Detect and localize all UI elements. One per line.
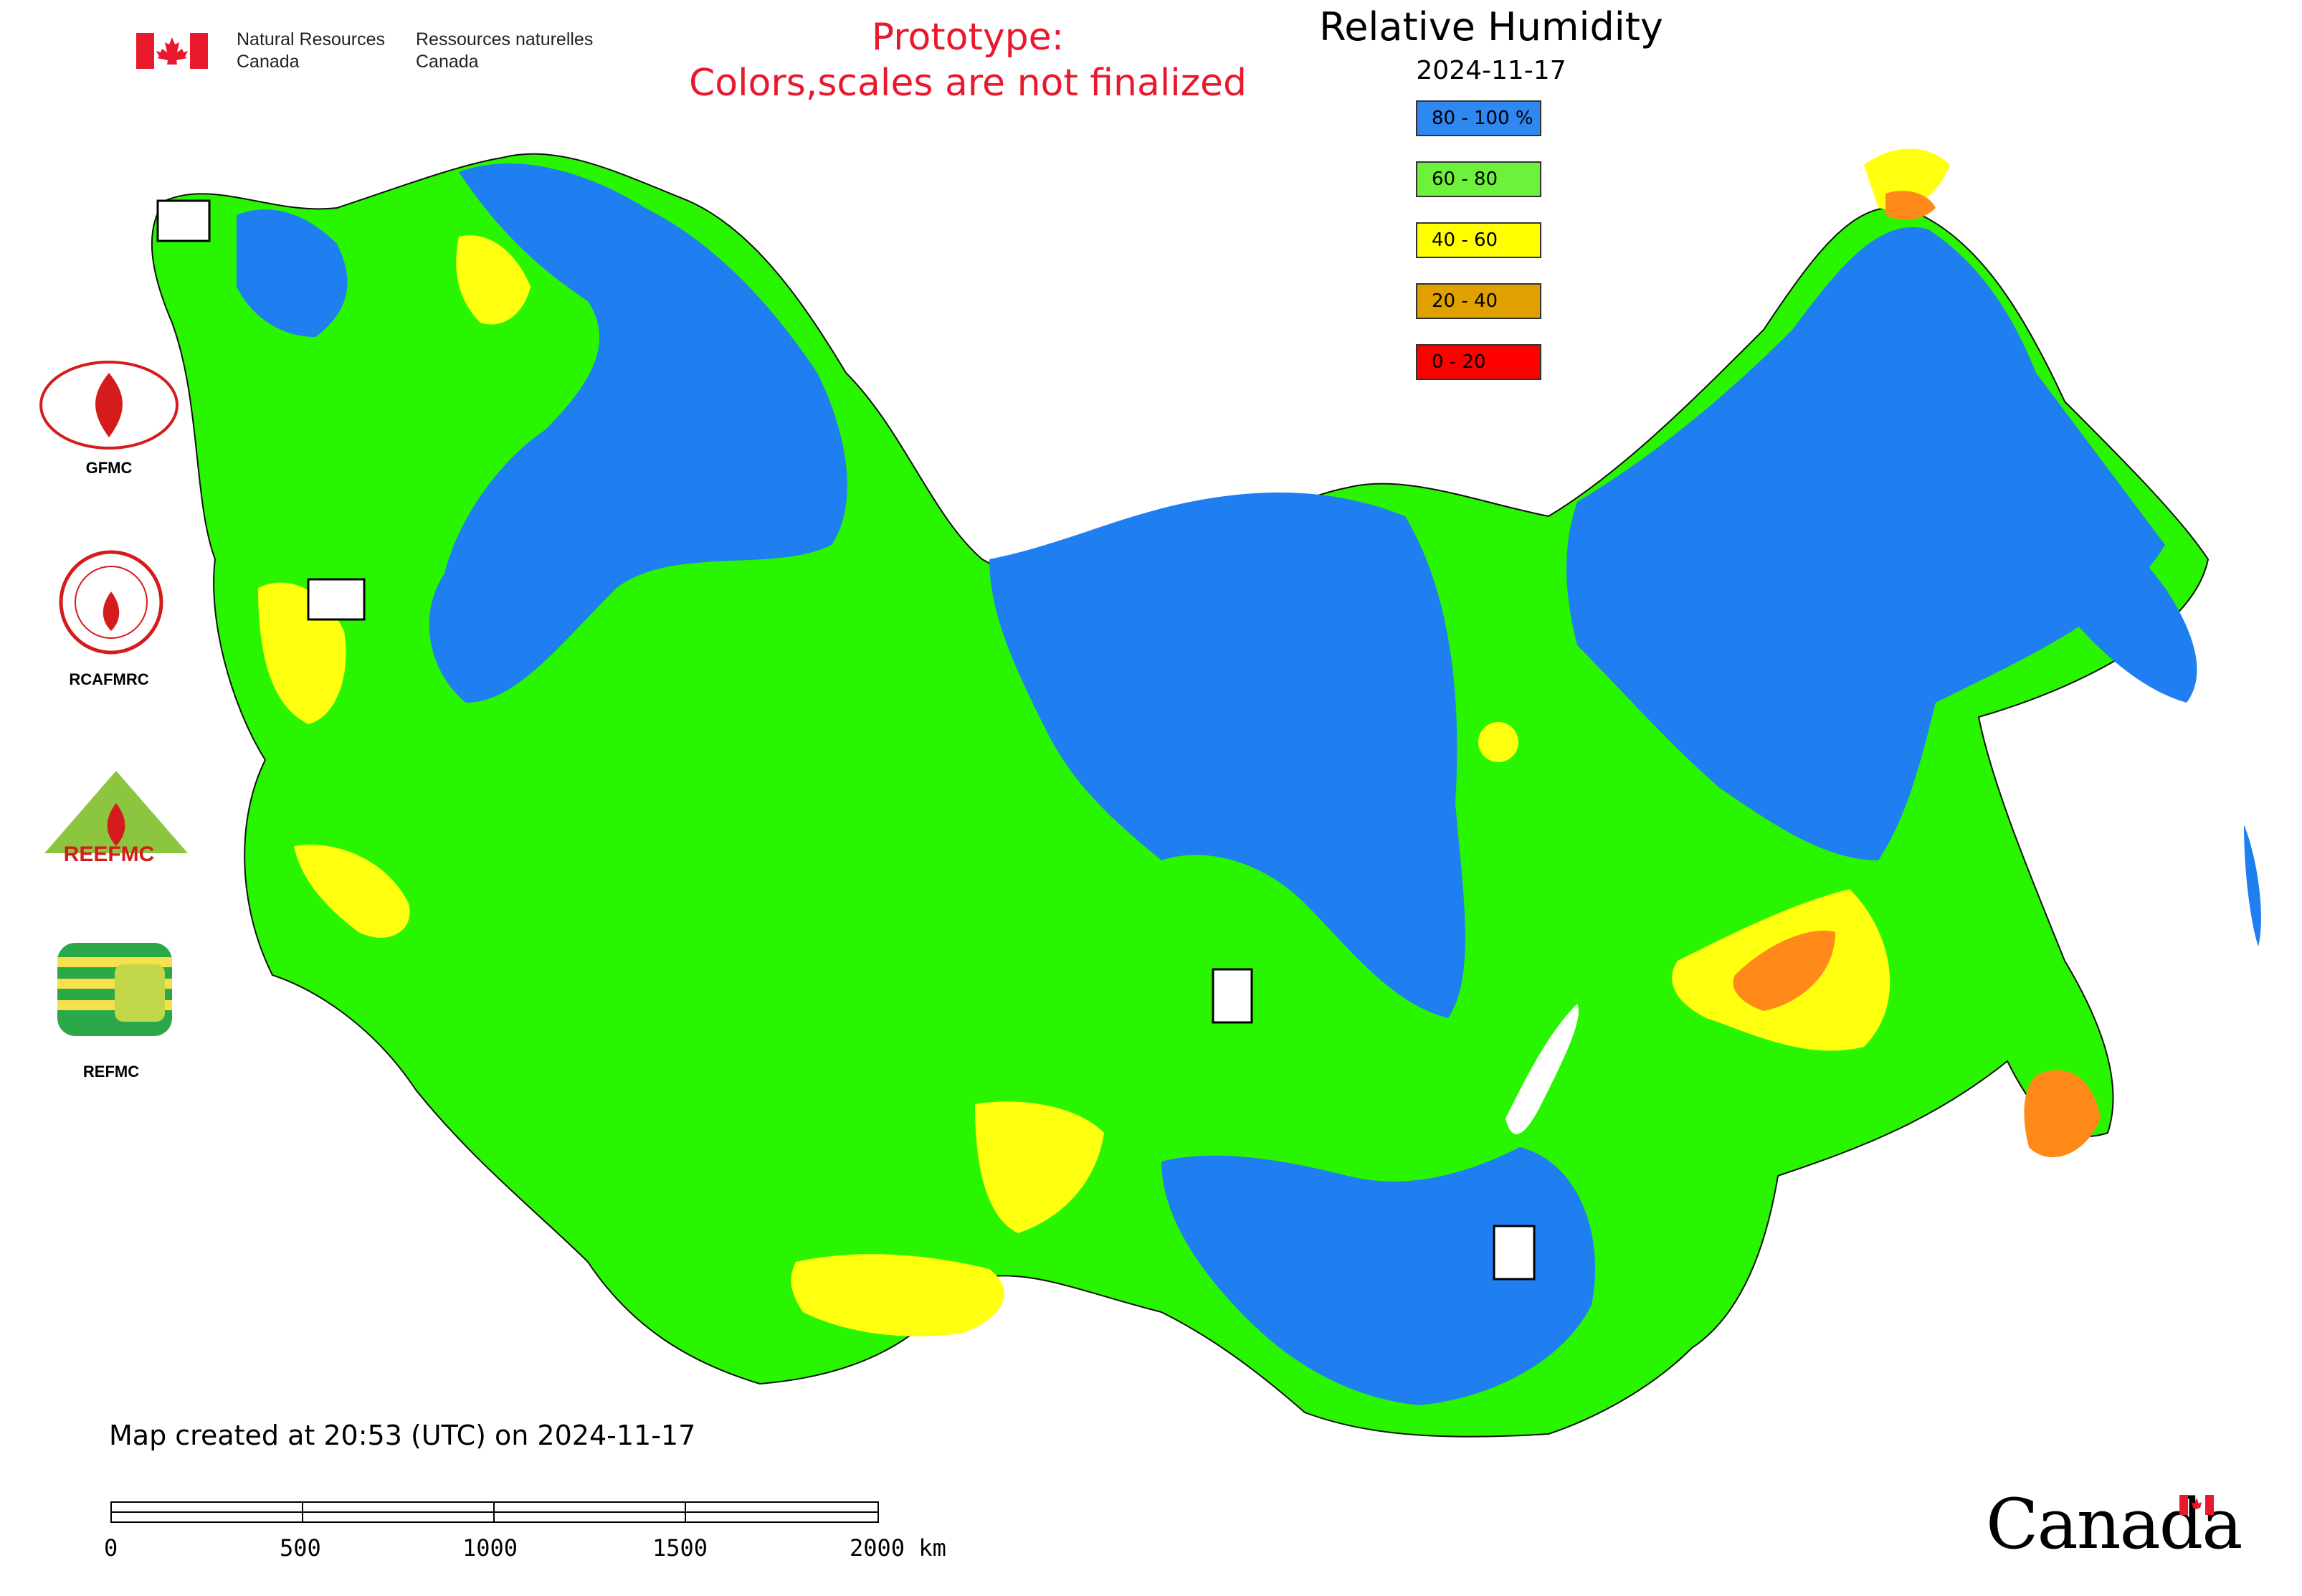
- gfmc-logo-icon: [39, 361, 179, 450]
- rcafmrc-logo-icon: [59, 550, 163, 655]
- legend-item-60-80: 60 - 80: [1416, 161, 1541, 197]
- legend-item-20-40: 20 - 40: [1416, 283, 1541, 319]
- map-region-yellow-kola: [456, 235, 531, 325]
- scale-bar: [110, 1501, 879, 1523]
- map-created-timestamp: Map created at 20:53 (UTC) on 2024-11-17: [109, 1420, 696, 1451]
- canada-wordmark: Canada: [1986, 1484, 2242, 1564]
- map-region-blue-south: [1161, 1147, 1596, 1405]
- map-region-yellow-kazakh: [975, 1101, 1104, 1233]
- map-region-blue-kamchatka: [2017, 445, 2197, 703]
- map-region-orange-primorye: [2024, 1070, 2101, 1158]
- station-marker-gfmc[interactable]: [156, 199, 211, 242]
- scale-tick-0: 0: [104, 1534, 118, 1562]
- map-region-blue-east-siberia: [1566, 227, 2165, 860]
- refmc-logo-icon: [57, 943, 172, 1036]
- map-region-yellow-spot: [1478, 722, 1518, 762]
- scale-tick-500: 500: [280, 1534, 321, 1562]
- scale-tick-2000-km: 2000 km: [850, 1534, 946, 1562]
- map-date: 2024-11-17: [1416, 56, 1566, 85]
- scale-tick-1000: 1000: [462, 1534, 518, 1562]
- station-marker-rcafmrc[interactable]: [1493, 1225, 1536, 1281]
- lake-baikal: [1506, 1004, 1579, 1134]
- sakhalin-island: [2244, 825, 2261, 946]
- legend-item-80-100: 80 - 100 %: [1416, 100, 1541, 136]
- station-marker-reefmc[interactable]: [307, 578, 366, 621]
- map-region-yellow-south-central: [791, 1254, 1004, 1336]
- reefmc-logo-icon: [41, 771, 191, 869]
- map-region-orange-chukotka: [1885, 191, 1936, 220]
- department-name-en: Natural Resources Canada: [237, 29, 386, 72]
- gfmc-label: GFMC: [85, 459, 133, 477]
- station-marker-refmc[interactable]: [1212, 968, 1253, 1024]
- canada-wordmark-flag-icon: [2179, 1495, 2214, 1515]
- refmc-label: REFMC: [82, 1063, 140, 1080]
- map-region-blue-west-siberia: [989, 492, 1465, 1018]
- legend-item-0-20: 0 - 20: [1416, 344, 1541, 380]
- map-region-orange-amur: [1733, 931, 1835, 1011]
- scale-tick-1500: 1500: [652, 1534, 708, 1562]
- rcafmrc-label: RCAFMRC: [69, 670, 149, 688]
- reefmc-label: REEFMC: [63, 842, 155, 866]
- map-region-blue-europe-north: [237, 209, 348, 337]
- map-title: Relative Humidity: [1319, 4, 1663, 49]
- canada-flag-logo-icon: [136, 33, 208, 69]
- map-region-yellow-southwest: [294, 845, 410, 938]
- map-region-blue-north: [429, 163, 847, 703]
- department-name-fr: Ressources naturelles Canada: [416, 29, 594, 72]
- legend-item-40-60: 40 - 60: [1416, 222, 1541, 258]
- prototype-notice: Prototype: Colors,scales are not finaliz…: [688, 16, 1247, 105]
